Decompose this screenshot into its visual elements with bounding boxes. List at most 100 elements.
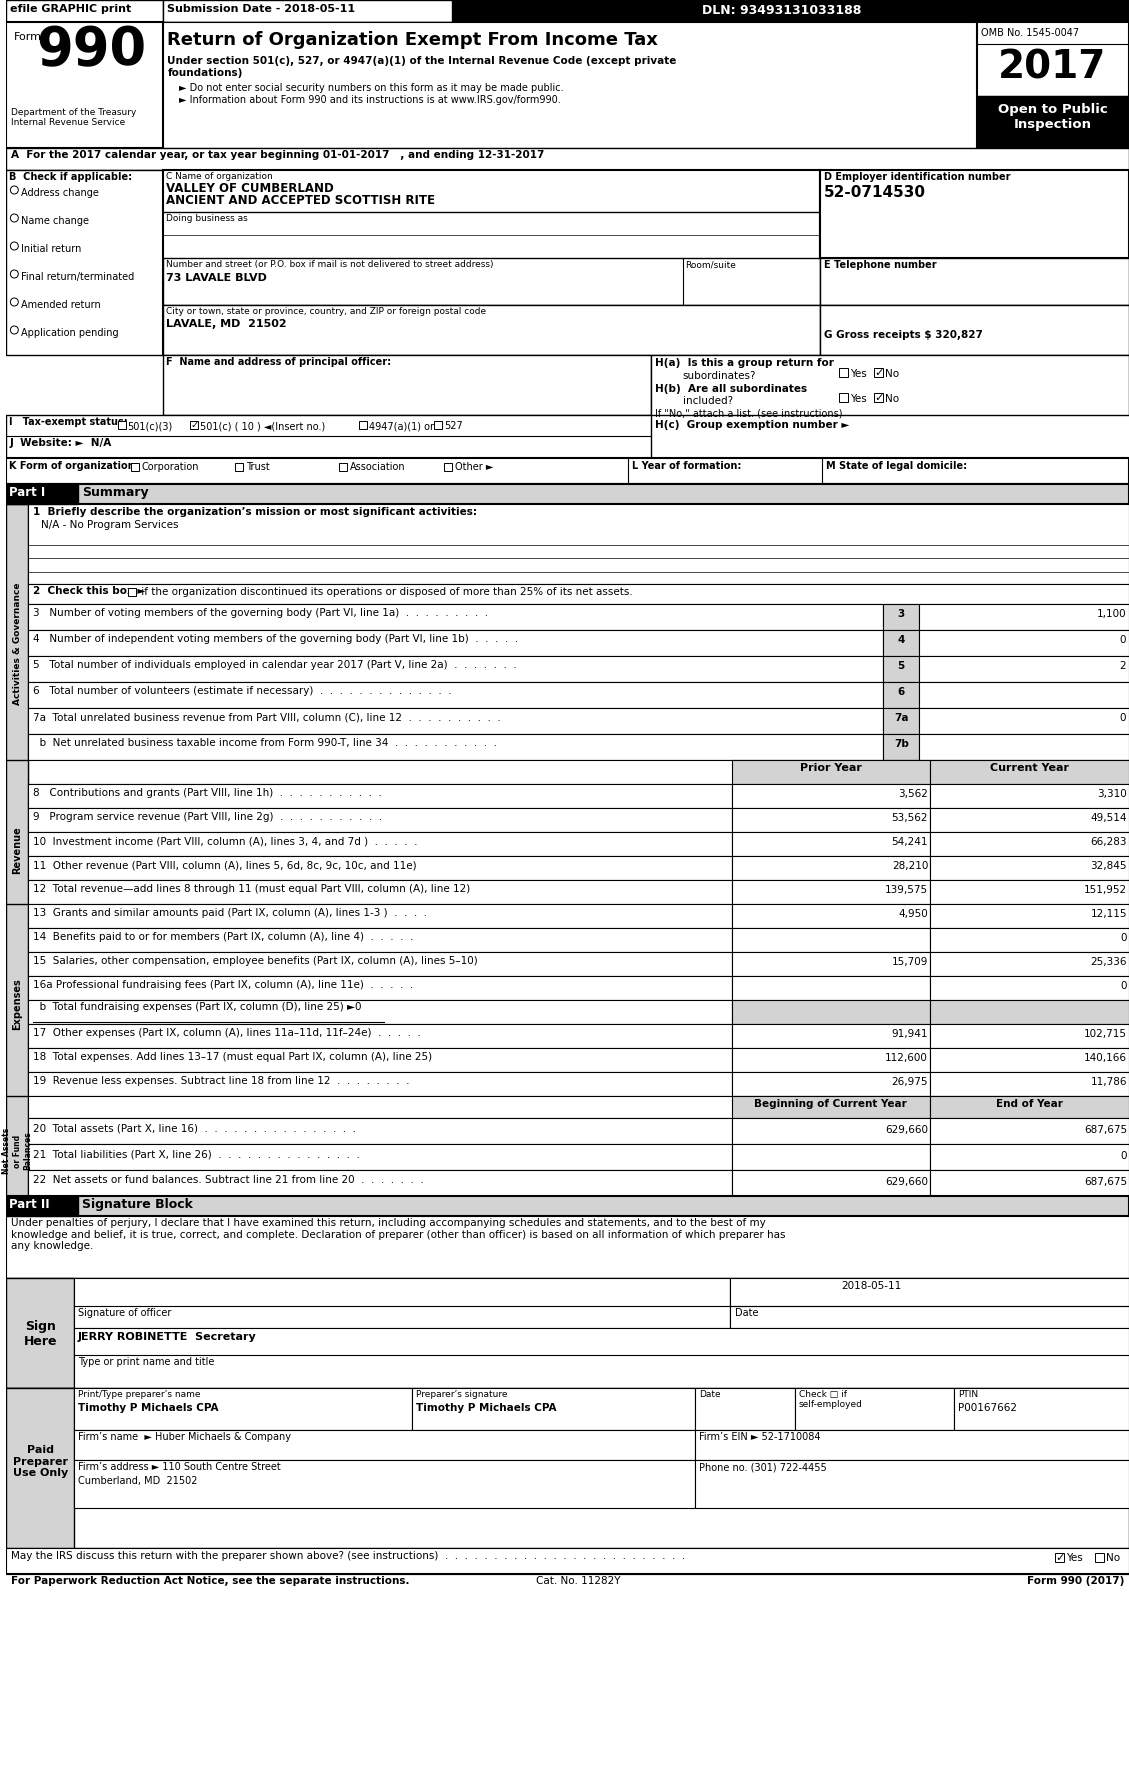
Bar: [650, 355, 1129, 414]
Bar: [28, 1169, 733, 1196]
Text: Yes: Yes: [850, 369, 866, 378]
Text: H(c)  Group exemption number ►: H(c) Group exemption number ►: [655, 419, 849, 430]
Bar: [235, 462, 243, 471]
Bar: [930, 809, 1129, 832]
Bar: [733, 809, 930, 832]
Text: Room/suite: Room/suite: [685, 261, 736, 270]
Bar: [164, 21, 977, 148]
Bar: [733, 1096, 930, 1117]
Bar: [444, 462, 452, 471]
Text: Date: Date: [700, 1391, 721, 1399]
Bar: [28, 734, 883, 760]
Circle shape: [10, 214, 18, 221]
Bar: [7, 1196, 1129, 1216]
Text: 10  Investment income (Part VIII, column (A), lines 3, 4, and 7d )  .  .  .  .  : 10 Investment income (Part VIII, column …: [33, 835, 418, 846]
Text: 8   Contributions and grants (Part VIII, line 1h)  .  .  .  .  .  .  .  .  .  . : 8 Contributions and grants (Part VIII, l…: [33, 787, 382, 798]
Text: Form: Form: [15, 32, 42, 43]
Bar: [930, 976, 1129, 1000]
Text: Sign
Here: Sign Here: [24, 1319, 56, 1348]
Text: 15,709: 15,709: [892, 957, 928, 967]
Bar: [75, 1430, 695, 1460]
Text: 3,310: 3,310: [1097, 789, 1127, 800]
Bar: [28, 809, 733, 832]
Bar: [28, 503, 1129, 584]
Text: efile GRAPHIC print: efile GRAPHIC print: [10, 4, 132, 14]
Circle shape: [10, 298, 18, 305]
Text: Number and street (or P.O. box if mail is not delivered to street address): Number and street (or P.O. box if mail i…: [166, 261, 495, 270]
Bar: [7, 1216, 1129, 1278]
Bar: [117, 421, 125, 428]
Text: City or town, state or province, country, and ZIP or foreign postal code: City or town, state or province, country…: [166, 307, 487, 316]
Text: 11,786: 11,786: [1091, 1076, 1127, 1087]
Bar: [7, 503, 28, 784]
Bar: [883, 603, 919, 630]
Text: 3   Number of voting members of the governing body (Part VI, line 1a)  .  .  .  : 3 Number of voting members of the govern…: [33, 609, 489, 618]
Text: 19  Revenue less expenses. Subtract line 18 from line 12  .  .  .  .  .  .  .  .: 19 Revenue less expenses. Subtract line …: [33, 1076, 410, 1085]
Text: 18  Total expenses. Add lines 13–17 (must equal Part IX, column (A), line 25): 18 Total expenses. Add lines 13–17 (must…: [33, 1051, 432, 1062]
Text: L Year of formation:: L Year of formation:: [632, 461, 742, 471]
Bar: [839, 368, 848, 377]
Bar: [930, 760, 1129, 784]
Bar: [75, 1460, 695, 1508]
Bar: [7, 148, 1129, 170]
Bar: [7, 459, 1129, 484]
Text: 11  Other revenue (Part VIII, column (A), lines 5, 6d, 8c, 9c, 10c, and 11e): 11 Other revenue (Part VIII, column (A),…: [33, 860, 417, 869]
Bar: [7, 484, 78, 503]
Bar: [795, 1389, 954, 1430]
Text: 0: 0: [1120, 934, 1127, 942]
Text: For Paperwork Reduction Act Notice, see the separate instructions.: For Paperwork Reduction Act Notice, see …: [11, 1576, 410, 1587]
Bar: [7, 1096, 28, 1207]
Text: Print/Type preparer’s name: Print/Type preparer’s name: [78, 1391, 201, 1399]
Bar: [7, 484, 1129, 503]
Bar: [919, 709, 1129, 734]
Text: Yes: Yes: [850, 394, 866, 403]
Bar: [954, 1389, 1129, 1430]
Text: 151,952: 151,952: [1084, 885, 1127, 894]
Text: 4947(a)(1) or: 4947(a)(1) or: [369, 421, 435, 430]
Bar: [7, 1389, 1129, 1548]
Text: included?: included?: [683, 396, 733, 405]
Bar: [930, 1000, 1129, 1025]
Bar: [75, 1328, 1129, 1389]
Bar: [875, 393, 883, 402]
Bar: [7, 1389, 75, 1548]
Text: Net Assets
or Fund
Balances: Net Assets or Fund Balances: [2, 1128, 33, 1175]
Text: 7b: 7b: [894, 739, 909, 750]
Bar: [733, 1169, 930, 1196]
Bar: [930, 1144, 1129, 1169]
Bar: [7, 760, 28, 941]
Bar: [883, 657, 919, 682]
Bar: [919, 603, 1129, 630]
Bar: [28, 682, 883, 709]
Bar: [434, 421, 441, 428]
Bar: [839, 393, 848, 402]
Bar: [164, 305, 820, 355]
Text: 32,845: 32,845: [1091, 860, 1127, 871]
Text: 0: 0: [1120, 982, 1127, 991]
Bar: [164, 259, 820, 305]
Text: if the organization discontinued its operations or disposed of more than 25% of : if the organization discontinued its ope…: [138, 587, 632, 596]
Text: Cumberland, MD  21502: Cumberland, MD 21502: [78, 1476, 198, 1485]
Bar: [7, 170, 164, 355]
Text: Current Year: Current Year: [990, 762, 1069, 773]
Text: ✓: ✓: [190, 419, 199, 430]
Text: 49,514: 49,514: [1091, 812, 1127, 823]
Bar: [733, 1073, 930, 1096]
Bar: [930, 951, 1129, 976]
Text: 501(c)(3): 501(c)(3): [128, 421, 173, 430]
Text: Submission Date - 2018-05-11: Submission Date - 2018-05-11: [167, 4, 356, 14]
Bar: [930, 880, 1129, 903]
Text: I   Tax-exempt status:: I Tax-exempt status:: [9, 418, 128, 427]
Bar: [7, 414, 650, 459]
Text: 4   Number of independent voting members of the governing body (Part VI, line 1b: 4 Number of independent voting members o…: [33, 634, 518, 644]
Text: subordinates?: subordinates?: [683, 371, 756, 380]
Text: Part I: Part I: [9, 486, 45, 500]
Bar: [919, 630, 1129, 657]
Text: Timothy P Michaels CPA: Timothy P Michaels CPA: [417, 1403, 557, 1414]
Bar: [733, 976, 930, 1000]
Bar: [883, 682, 919, 709]
Text: Application pending: Application pending: [21, 328, 119, 337]
Bar: [733, 1048, 930, 1073]
Text: 1  Briefly describe the organization’s mission or most significant activities:: 1 Briefly describe the organization’s mi…: [33, 507, 478, 518]
Text: OMB No. 1545-0047: OMB No. 1545-0047: [981, 29, 1079, 37]
